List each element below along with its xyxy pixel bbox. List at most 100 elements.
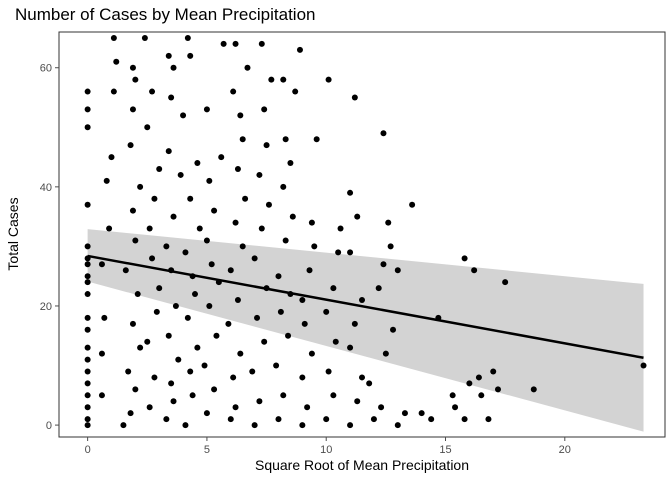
data-point bbox=[206, 302, 213, 309]
data-point bbox=[163, 416, 170, 423]
data-point bbox=[277, 308, 284, 315]
data-point bbox=[273, 362, 280, 369]
data-point bbox=[137, 183, 144, 190]
data-point bbox=[170, 64, 177, 71]
data-point bbox=[268, 76, 275, 83]
data-point bbox=[84, 273, 91, 280]
data-point bbox=[249, 368, 256, 375]
panel-border bbox=[58, 31, 666, 438]
data-point bbox=[177, 171, 184, 178]
data-point bbox=[84, 416, 91, 423]
data-points-group bbox=[84, 34, 647, 429]
data-point bbox=[304, 404, 311, 411]
data-point bbox=[122, 267, 129, 274]
data-point bbox=[84, 380, 91, 387]
x-axis: 0 5 10 15 20 bbox=[85, 437, 571, 456]
data-point bbox=[330, 285, 337, 292]
data-point bbox=[211, 386, 218, 393]
data-point bbox=[261, 106, 268, 113]
data-point bbox=[380, 261, 387, 268]
y-tick-label: 0 bbox=[46, 420, 52, 432]
data-point bbox=[84, 291, 91, 298]
data-point bbox=[308, 219, 315, 226]
data-point bbox=[280, 183, 287, 190]
plot-area bbox=[58, 31, 666, 438]
data-point bbox=[237, 112, 244, 119]
data-point bbox=[375, 285, 382, 292]
data-point bbox=[134, 291, 141, 298]
data-point bbox=[129, 64, 136, 71]
data-point bbox=[108, 154, 115, 161]
data-point bbox=[258, 40, 265, 47]
data-point bbox=[84, 201, 91, 208]
y-tick-label: 20 bbox=[40, 301, 52, 313]
data-point bbox=[144, 124, 151, 131]
x-tick-label: 20 bbox=[559, 444, 571, 456]
data-point bbox=[189, 392, 196, 399]
data-point bbox=[428, 416, 435, 423]
data-point bbox=[84, 392, 91, 399]
data-point bbox=[299, 422, 306, 429]
data-point bbox=[275, 273, 282, 280]
data-point bbox=[409, 201, 416, 208]
y-tick-label: 60 bbox=[40, 63, 52, 75]
data-point bbox=[194, 344, 201, 351]
data-point bbox=[175, 356, 182, 363]
data-point bbox=[187, 368, 194, 375]
data-point bbox=[168, 380, 175, 387]
data-point bbox=[325, 76, 332, 83]
data-point bbox=[149, 88, 156, 95]
data-point bbox=[449, 392, 456, 399]
data-point bbox=[337, 225, 344, 232]
data-point bbox=[490, 368, 497, 375]
data-point bbox=[242, 195, 249, 202]
data-point bbox=[84, 279, 91, 286]
data-point bbox=[146, 225, 153, 232]
data-point bbox=[254, 314, 261, 321]
data-point bbox=[182, 249, 189, 256]
data-point bbox=[263, 142, 270, 149]
data-point bbox=[347, 249, 354, 256]
data-point bbox=[232, 219, 239, 226]
trend-line bbox=[87, 254, 644, 360]
data-point bbox=[347, 189, 354, 196]
data-point bbox=[308, 350, 315, 357]
data-point bbox=[285, 332, 292, 339]
data-point bbox=[234, 165, 241, 172]
x-axis-title: Square Root of Mean Precipitation bbox=[255, 457, 469, 473]
data-point bbox=[237, 350, 244, 357]
data-point bbox=[153, 308, 160, 315]
data-point bbox=[84, 243, 91, 250]
data-point bbox=[84, 368, 91, 375]
data-point bbox=[84, 124, 91, 131]
data-point bbox=[120, 422, 127, 429]
data-point bbox=[84, 344, 91, 351]
data-point bbox=[132, 76, 139, 83]
data-point bbox=[184, 34, 191, 41]
data-point bbox=[98, 392, 105, 399]
y-axis-title: Total Cases bbox=[5, 197, 21, 270]
data-point bbox=[84, 261, 91, 268]
data-point bbox=[129, 320, 136, 327]
data-point bbox=[265, 201, 272, 208]
x-tick-label: 0 bbox=[85, 444, 91, 456]
data-point bbox=[141, 34, 148, 41]
data-point bbox=[287, 160, 294, 167]
data-point bbox=[401, 410, 408, 417]
data-point bbox=[201, 362, 208, 369]
data-point bbox=[390, 326, 397, 333]
data-point bbox=[137, 344, 144, 351]
data-point bbox=[530, 386, 537, 393]
data-point bbox=[125, 368, 132, 375]
data-point bbox=[282, 136, 289, 143]
data-point bbox=[106, 225, 113, 232]
data-point bbox=[282, 237, 289, 244]
data-point bbox=[151, 195, 158, 202]
data-point bbox=[163, 243, 170, 250]
data-point bbox=[144, 338, 151, 345]
data-point bbox=[129, 207, 136, 214]
data-point bbox=[165, 148, 172, 155]
data-point bbox=[478, 392, 485, 399]
data-point bbox=[289, 213, 296, 220]
